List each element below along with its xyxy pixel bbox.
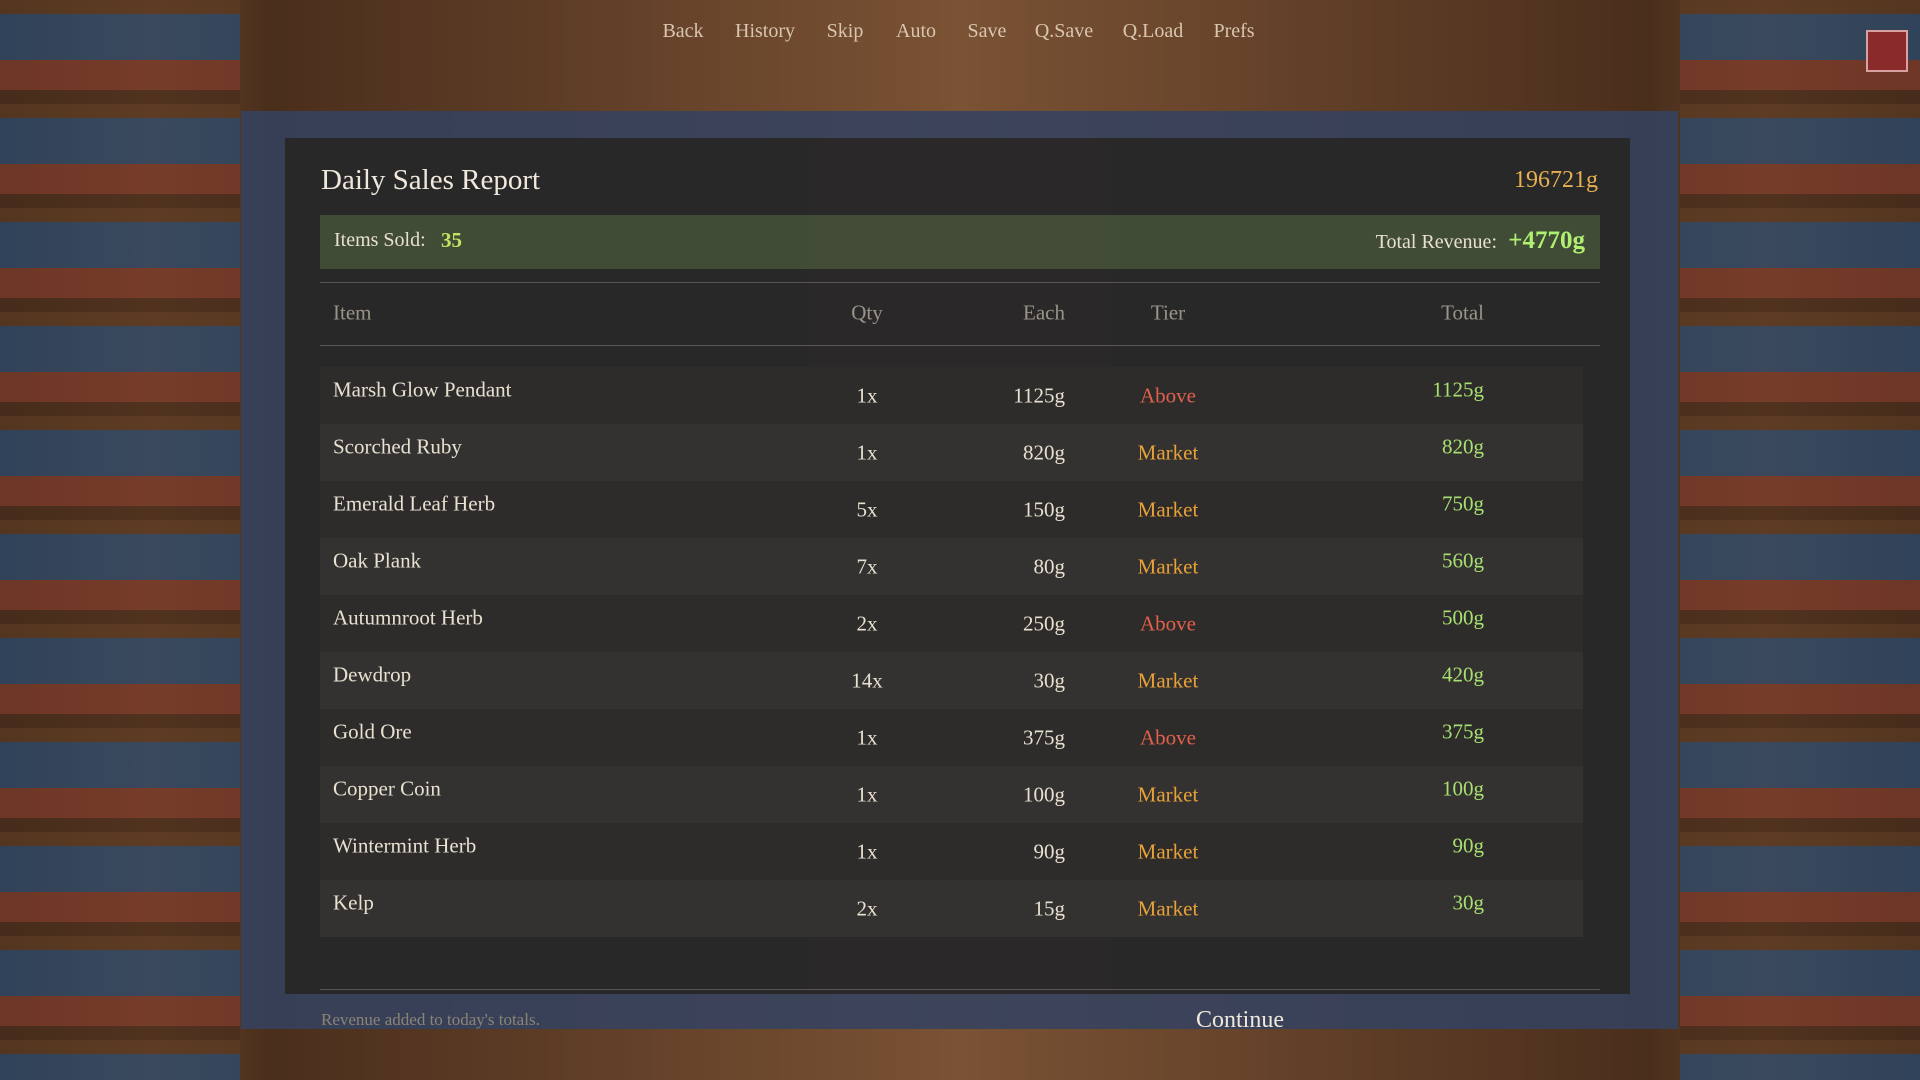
continue-button[interactable]: Continue <box>1196 1007 1284 1033</box>
cell-total: 500g <box>1442 605 1484 629</box>
items-sold-value: 35 <box>441 228 462 252</box>
report-title: Daily Sales Report <box>321 164 541 196</box>
cell-each: 1125g <box>1013 383 1065 407</box>
cell-tier: Market <box>1137 668 1199 692</box>
cell-item: Autumnroot Herb <box>333 605 483 629</box>
cell-each: 820g <box>1023 440 1065 464</box>
sales-row: Oak Plank 7x 80g Market 560g <box>320 538 1583 595</box>
cell-total: 420g <box>1442 662 1484 686</box>
column-header: Item <box>333 300 372 324</box>
sales-row: Copper Coin 1x 100g Market 100g <box>320 766 1583 823</box>
menu-button[interactable]: Auto <box>896 20 936 42</box>
cell-each: 30g <box>1033 668 1066 692</box>
column-header: Qty <box>851 300 883 324</box>
cell-item: Dewdrop <box>333 662 412 686</box>
bookshelf <box>0 0 240 1080</box>
cell-each: 150g <box>1023 497 1065 521</box>
cell-qty: 2x <box>856 611 878 635</box>
cell-item: Scorched Ruby <box>333 434 462 458</box>
cell-each: 90g <box>1033 839 1066 863</box>
cell-item: Kelp <box>333 890 374 914</box>
cell-each: 15g <box>1033 896 1066 920</box>
cell-each: 100g <box>1023 782 1065 806</box>
cell-item: Emerald Leaf Herb <box>333 491 496 515</box>
cell-each: 375g <box>1023 725 1065 749</box>
cell-qty: 1x <box>856 383 878 407</box>
menu-button[interactable]: Back <box>662 20 704 42</box>
divider <box>320 282 1600 283</box>
menu-button[interactable]: History <box>735 20 795 42</box>
cell-total: 560g <box>1442 548 1484 572</box>
cell-total: 750g <box>1442 491 1484 515</box>
cell-qty: 5x <box>856 497 878 521</box>
sales-row: Kelp 2x 15g Market 30g <box>320 880 1583 937</box>
menu-button[interactable]: Prefs <box>1213 20 1255 42</box>
cell-tier: Market <box>1137 554 1199 578</box>
cell-qty: 1x <box>856 725 878 749</box>
cell-qty: 1x <box>856 440 878 464</box>
sales-row: Marsh Glow Pendant 1x 1125g Above 1125g <box>320 367 1583 424</box>
cell-tier: Market <box>1137 440 1199 464</box>
settings-icon[interactable] <box>1866 30 1908 72</box>
cell-tier: Above <box>1140 611 1196 635</box>
cell-qty: 14x <box>851 668 883 692</box>
cell-total: 30g <box>1452 890 1485 914</box>
cell-tier: Market <box>1137 839 1199 863</box>
cell-item: Copper Coin <box>333 776 441 800</box>
footer-note: Revenue added to today's totals. <box>321 1010 540 1029</box>
cell-qty: 7x <box>856 554 878 578</box>
column-header: Each <box>1023 300 1065 324</box>
column-header: Tier <box>1150 300 1186 324</box>
cell-item: Wintermint Herb <box>333 833 477 857</box>
cell-tier: Market <box>1137 782 1199 806</box>
cell-item: Marsh Glow Pendant <box>333 377 512 401</box>
gold-balance: 196721g <box>1514 167 1598 193</box>
items-sold-label: Items Sold: <box>334 229 426 251</box>
bookshelf <box>1680 0 1920 1080</box>
sales-row: Scorched Ruby 1x 820g Market 820g <box>320 424 1583 481</box>
cell-total: 820g <box>1442 434 1484 458</box>
sales-row: Gold Ore 1x 375g Above 375g <box>320 709 1583 766</box>
summary-band <box>320 215 1600 269</box>
divider <box>320 989 1600 990</box>
cell-tier: Market <box>1137 497 1199 521</box>
divider <box>320 345 1600 346</box>
cell-item: Oak Plank <box>333 548 422 572</box>
menu-button[interactable]: Save <box>967 20 1007 42</box>
menu-button[interactable]: Skip <box>826 20 864 42</box>
cell-total: 1125g <box>1432 377 1484 401</box>
cell-qty: 1x <box>856 839 878 863</box>
revenue-value: +4770g <box>1508 227 1585 254</box>
cell-total: 100g <box>1442 776 1484 800</box>
menu-button[interactable]: Q.Save <box>1034 20 1094 42</box>
cell-tier: Market <box>1137 896 1199 920</box>
cell-qty: 1x <box>856 782 878 806</box>
cell-tier: Above <box>1140 383 1196 407</box>
table-header: Item Qty Each Tier Total <box>320 284 1583 341</box>
cell-item: Gold Ore <box>333 719 412 743</box>
cell-total: 375g <box>1442 719 1484 743</box>
menu-button[interactable]: Q.Load <box>1122 20 1184 42</box>
sales-row: Wintermint Herb 1x 90g Market 90g <box>320 823 1583 880</box>
column-header: Total <box>1441 300 1484 324</box>
sales-row: Dewdrop 14x 30g Market 420g <box>320 652 1583 709</box>
sales-row: Emerald Leaf Herb 5x 150g Market 750g <box>320 481 1583 538</box>
cell-total: 90g <box>1452 833 1485 857</box>
cell-qty: 2x <box>856 896 878 920</box>
cell-tier: Above <box>1140 725 1196 749</box>
cell-each: 80g <box>1033 554 1066 578</box>
cell-each: 250g <box>1023 611 1065 635</box>
sales-row: Autumnroot Herb 2x 250g Above 500g <box>320 595 1583 652</box>
revenue-label: Total Revenue: <box>1375 231 1497 253</box>
